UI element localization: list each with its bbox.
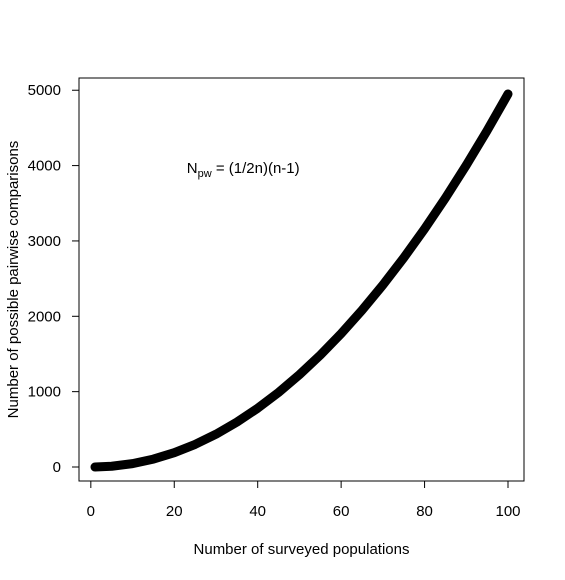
x-tick-label: 0	[87, 503, 95, 520]
y-tick-label: 5000	[28, 82, 61, 99]
y-tick-label: 3000	[28, 233, 61, 250]
annotation-rest: = (1/2n)(n-1)	[212, 160, 300, 177]
annotation-formula: Npw = (1/2n)(n-1)	[187, 160, 300, 180]
y-axis: 0 1000 2000 3000 4000 5000	[28, 82, 79, 476]
y-axis-label: Number of possible pairwise comparisons	[5, 141, 22, 419]
series-line	[90, 89, 513, 472]
y-tick-label: 1000	[28, 384, 61, 401]
y-tick-label: 4000	[28, 158, 61, 175]
x-tick-label: 20	[166, 503, 183, 520]
x-tick-label: 80	[416, 503, 433, 520]
x-tick-label: 100	[495, 503, 520, 520]
annotation-base: N	[187, 160, 198, 177]
y-tick-label: 0	[53, 459, 61, 476]
x-tick-label: 40	[249, 503, 266, 520]
y-tick-label: 2000	[28, 308, 61, 325]
x-tick-label: 60	[333, 503, 350, 520]
plot-frame	[78, 77, 525, 482]
annotation-subscript: pw	[198, 168, 212, 180]
x-axis-label: Number of surveyed populations	[194, 541, 410, 558]
x-axis: 0 20 40 60 80 100	[87, 481, 521, 520]
